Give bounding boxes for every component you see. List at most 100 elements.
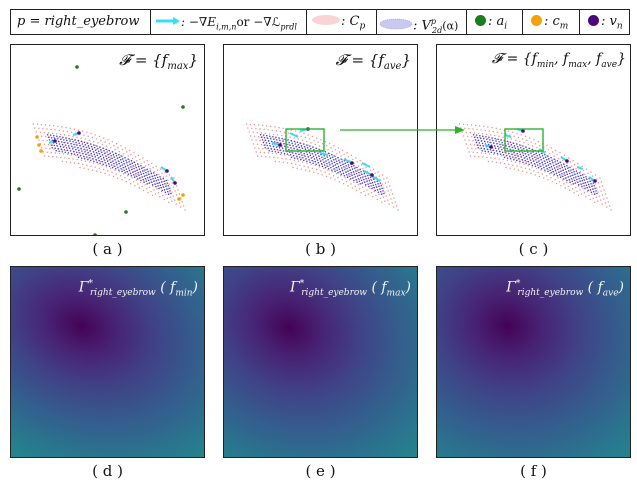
cp-point [470,124,473,126]
v2d-point [502,144,504,146]
cp-point [167,179,169,181]
v2d-point [526,148,528,151]
cp-point [382,196,385,198]
cp-point [396,205,398,207]
cp-point [128,149,131,152]
vn-point [77,131,81,135]
cp-point [547,179,549,181]
v2d-point [366,174,369,177]
v2d-point [511,146,514,149]
v2d-point [548,166,551,169]
cp-point [346,152,348,154]
cp-point [262,148,264,150]
v2d-point [137,165,140,168]
v2d-point [70,152,73,155]
v2d-point [542,157,545,160]
v2d-point [138,174,140,177]
cp-point [369,169,372,171]
v2d-point [334,164,337,166]
v2d-point [266,137,269,139]
v2d-point [93,153,96,156]
v2d-point [356,166,358,169]
v2d-point [494,137,496,140]
cp-point [477,144,480,146]
cp-point [517,169,520,171]
v2d-point [266,134,268,137]
cp-point [165,193,167,195]
cp-point [131,167,133,169]
panel-d-sup: * [88,279,93,289]
cp-point [70,131,73,133]
cp-point [328,143,331,145]
cp-point [311,135,314,138]
panel-c-formula-text: 𝓕 = {f [491,51,537,67]
cp-point [584,173,586,175]
cp-point [174,190,176,192]
cp-point [597,191,599,193]
cp-point [100,171,102,173]
v2d-point [522,154,525,157]
panel-d-argsub: min [175,288,193,299]
cp-point [45,136,47,138]
cp-point [77,162,80,165]
v2d-point [342,172,345,174]
vn-point [165,169,169,173]
cp-point [550,167,552,169]
panel-c-plot [458,123,612,211]
legend-v-sub: n [616,21,623,32]
cp-point [153,170,156,173]
cp-point [519,162,521,164]
cp-point [100,160,102,163]
v2d-point [89,143,92,145]
cp-point [585,186,587,189]
v2d-point [133,176,136,179]
v2d-point [472,133,475,136]
cp-point [508,163,510,165]
cp-point [464,139,466,141]
heatmap-f [437,267,630,457]
v2d-point [148,182,151,184]
cp-point [113,145,115,147]
v2d-point [516,159,518,162]
cp-point [289,158,291,161]
v2d-point [318,155,320,157]
cp-point [308,170,311,172]
v2d-point [372,184,375,186]
cp-point [364,185,367,187]
cp-point [502,158,504,161]
v2d-point [346,167,348,170]
v2d-point [491,137,493,139]
v2d-point [261,139,264,141]
cp-point [538,165,541,167]
cp-point [486,156,488,159]
cp-point [90,154,92,156]
cp-point [300,168,302,170]
v2d-point [89,150,92,152]
v2d-point [264,139,267,142]
v2d-point [352,171,355,173]
cp-point [491,126,493,129]
v2d-point [519,144,521,146]
cp-point [378,184,380,186]
v2d-point [53,134,55,137]
cp-point [478,156,480,158]
cp-point [343,153,345,156]
cp-point [281,146,283,148]
v2d-point [323,155,325,157]
cp-point [547,149,549,151]
v2d-point [315,147,317,149]
v2d-point [536,161,538,164]
cp-point [254,135,256,137]
cp-point [572,178,574,181]
v2d-point [369,176,372,179]
cp-point [87,168,90,170]
v2d-point [98,159,100,162]
v2d-point [327,168,330,170]
v2d-point [514,147,517,150]
v2d-point [108,156,110,158]
cp-point [563,183,565,185]
v2d-point [538,160,540,162]
v2d-point [98,153,101,155]
v2d-point [115,155,118,157]
cp-point [283,131,286,133]
